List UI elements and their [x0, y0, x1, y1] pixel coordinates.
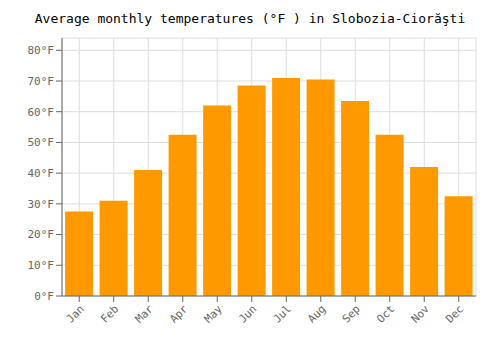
svg-text:Jun: Jun: [236, 302, 259, 325]
svg-text:40°F: 40°F: [28, 167, 55, 180]
svg-text:Jul: Jul: [271, 302, 294, 325]
svg-text:Oct: Oct: [374, 302, 397, 325]
svg-text:50°F: 50°F: [28, 136, 55, 149]
svg-text:Nov: Nov: [409, 302, 433, 326]
svg-text:Jan: Jan: [64, 302, 87, 325]
svg-text:Apr: Apr: [167, 302, 191, 326]
svg-text:0°F: 0°F: [34, 290, 54, 303]
svg-text:Feb: Feb: [98, 302, 121, 325]
svg-text:70°F: 70°F: [28, 75, 55, 88]
svg-text:80°F: 80°F: [28, 44, 55, 57]
svg-text:Mar: Mar: [133, 302, 157, 326]
svg-text:Sep: Sep: [340, 302, 363, 325]
svg-text:20°F: 20°F: [28, 228, 55, 241]
html-text:Average monthly temperatures (: Average monthly temperatures (°F ) in Sl…: [34, 11, 466, 26]
svg-text:10°F: 10°F: [28, 259, 55, 272]
svg-text:Dec: Dec: [443, 302, 466, 325]
svg-text:May: May: [202, 302, 226, 326]
svg-text:Aug: Aug: [305, 302, 328, 325]
svg-text:30°F: 30°F: [28, 198, 55, 211]
svg-text:60°F: 60°F: [28, 106, 55, 119]
